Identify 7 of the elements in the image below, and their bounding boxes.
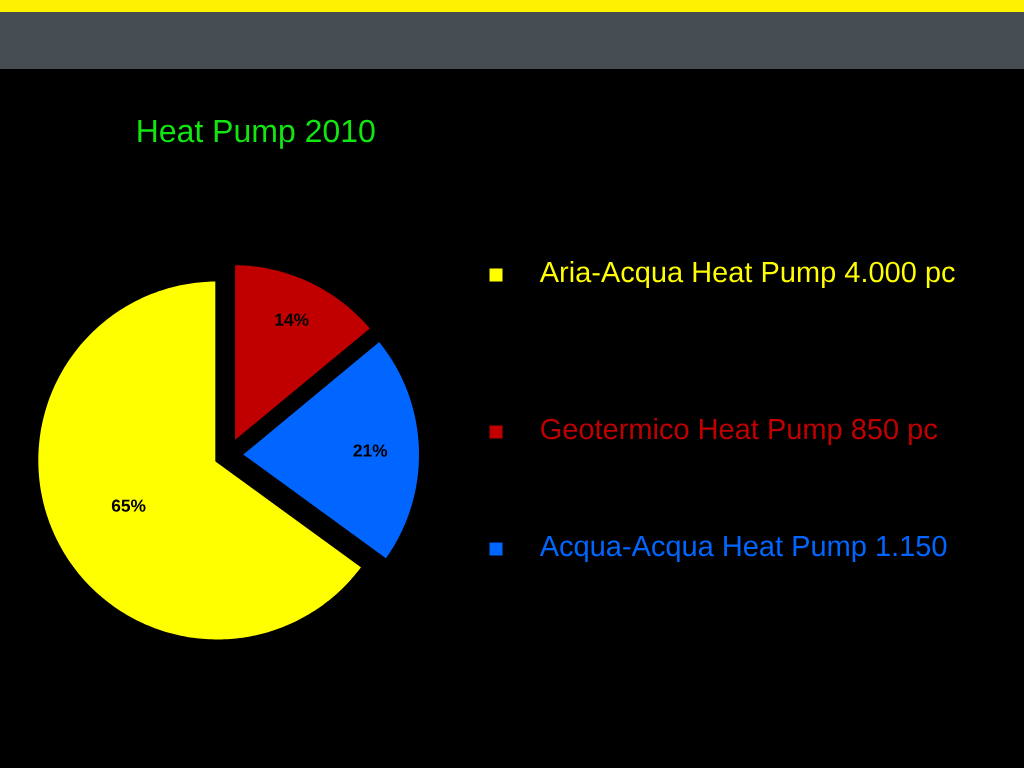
legend-label: Acqua-Acqua Heat Pump 1.150: [539, 535, 947, 563]
data-label: 21%: [353, 444, 388, 457]
legend-label: Geotermico Heat Pump 850 pc: [541, 417, 938, 446]
data-label: 14%: [275, 313, 309, 326]
data-label: 65%: [111, 499, 146, 512]
legend-label: Aria-Acqua Heat Pump 4.000 pc: [539, 260, 955, 289]
chart-title: Heat Pump 2010: [138, 119, 375, 149]
